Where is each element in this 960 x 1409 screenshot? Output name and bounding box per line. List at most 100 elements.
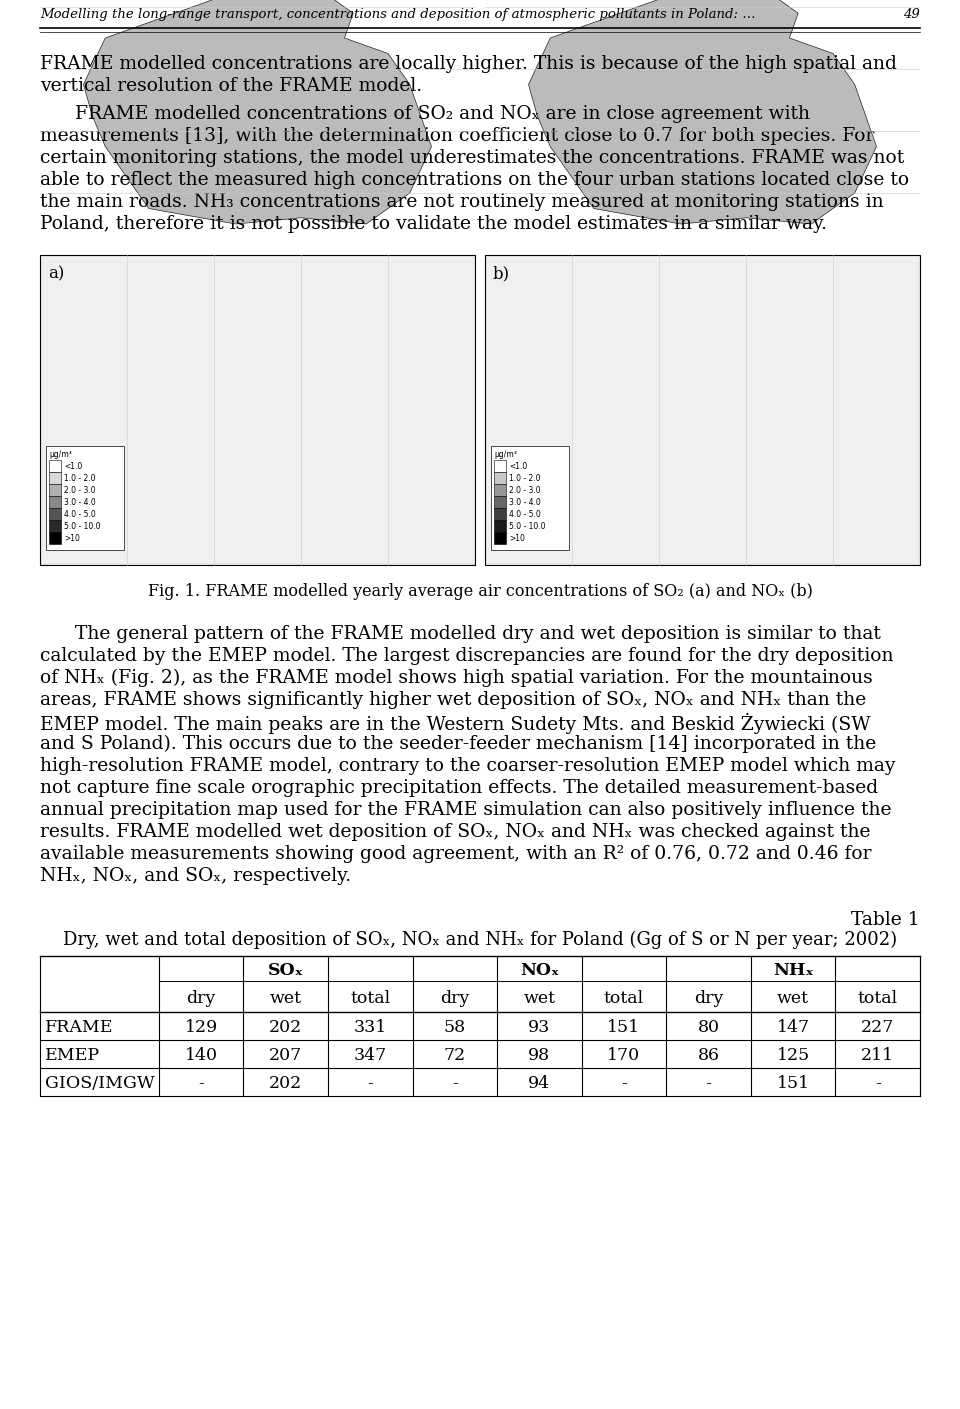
Text: a): a) <box>48 265 64 282</box>
Text: 93: 93 <box>528 1019 550 1036</box>
Text: vertical resolution of the FRAME model.: vertical resolution of the FRAME model. <box>40 77 422 94</box>
Text: 170: 170 <box>608 1047 640 1064</box>
Text: total: total <box>857 991 898 1007</box>
Bar <box>485 255 920 565</box>
Text: 151: 151 <box>608 1019 640 1036</box>
Text: not capture fine scale orographic precipitation effects. The detailed measuremen: not capture fine scale orographic precip… <box>40 779 878 797</box>
Text: and S Poland). This occurs due to the seeder-feeder mechanism [14] incorporated : and S Poland). This occurs due to the se… <box>40 735 876 754</box>
Polygon shape <box>84 0 431 224</box>
Text: GIOS/IMGW: GIOS/IMGW <box>45 1075 155 1092</box>
Text: The general pattern of the FRAME modelled dry and wet deposition is similar to t: The general pattern of the FRAME modelle… <box>75 626 881 643</box>
Bar <box>494 520 506 533</box>
Text: -: - <box>621 1075 627 1092</box>
Text: 5.0 - 10.0: 5.0 - 10.0 <box>509 521 545 531</box>
Text: Dry, wet and total deposition of SOₓ, NOₓ and NHₓ for Poland (Gg of S or N per y: Dry, wet and total deposition of SOₓ, NO… <box>63 931 897 950</box>
Text: high-resolution FRAME model, contrary to the coarser-resolution EMEP model which: high-resolution FRAME model, contrary to… <box>40 757 896 775</box>
Bar <box>487 256 918 564</box>
Text: 80: 80 <box>698 1019 720 1036</box>
Text: certain monitoring stations, the model underestimates the concentrations. FRAME : certain monitoring stations, the model u… <box>40 149 904 168</box>
Text: -: - <box>875 1075 880 1092</box>
Text: SOₓ: SOₓ <box>268 962 303 979</box>
Text: 140: 140 <box>184 1047 218 1064</box>
Text: Table 1: Table 1 <box>852 912 920 929</box>
Text: 1.0 - 2.0: 1.0 - 2.0 <box>64 473 95 483</box>
Text: 2.0 - 3.0: 2.0 - 3.0 <box>64 486 96 495</box>
Text: 4.0 - 5.0: 4.0 - 5.0 <box>64 510 96 519</box>
Text: FRAME modelled concentrations of SO₂ and NOₓ are in close agreement with: FRAME modelled concentrations of SO₂ and… <box>75 106 810 123</box>
Bar <box>49 485 61 496</box>
Text: the main roads. NH₃ concentrations are not routinely measured at monitoring stat: the main roads. NH₃ concentrations are n… <box>40 193 883 211</box>
Bar <box>40 255 475 565</box>
Text: 4.0 - 5.0: 4.0 - 5.0 <box>509 510 540 519</box>
Text: dry: dry <box>440 991 469 1007</box>
Bar <box>49 509 61 520</box>
Text: 347: 347 <box>353 1047 387 1064</box>
Text: NHₓ: NHₓ <box>773 962 813 979</box>
Text: 227: 227 <box>861 1019 895 1036</box>
Bar <box>494 496 506 509</box>
Text: FRAME: FRAME <box>45 1019 113 1036</box>
Bar <box>491 447 569 550</box>
Text: measurements [13], with the determination coefficient close to 0.7 for both spec: measurements [13], with the determinatio… <box>40 127 875 145</box>
Text: EMEP: EMEP <box>45 1047 100 1064</box>
Text: 49: 49 <box>903 8 920 21</box>
Text: 2.0 - 3.0: 2.0 - 3.0 <box>509 486 540 495</box>
Text: 3.0 - 4.0: 3.0 - 4.0 <box>509 497 540 507</box>
Text: dry: dry <box>694 991 723 1007</box>
Bar <box>494 509 506 520</box>
Bar <box>494 472 506 485</box>
Text: b): b) <box>493 265 510 282</box>
Text: areas, FRAME shows significantly higher wet deposition of SOₓ, NOₓ and NHₓ than : areas, FRAME shows significantly higher … <box>40 690 866 709</box>
Text: wet: wet <box>270 991 301 1007</box>
Text: 72: 72 <box>444 1047 466 1064</box>
Bar <box>49 459 61 472</box>
Text: -: - <box>198 1075 204 1092</box>
Bar <box>42 256 473 564</box>
Bar <box>49 520 61 533</box>
Text: >10: >10 <box>64 534 80 542</box>
Text: >10: >10 <box>509 534 525 542</box>
Text: total: total <box>604 991 644 1007</box>
Text: <1.0: <1.0 <box>509 462 527 471</box>
Text: results. FRAME modelled wet deposition of SOₓ, NOₓ and NHₓ was checked against t: results. FRAME modelled wet deposition o… <box>40 823 871 841</box>
Text: annual precipitation map used for the FRAME simulation can also positively influ: annual precipitation map used for the FR… <box>40 800 892 819</box>
Bar <box>49 533 61 544</box>
Text: 3.0 - 4.0: 3.0 - 4.0 <box>64 497 96 507</box>
Text: <1.0: <1.0 <box>64 462 83 471</box>
Text: 94: 94 <box>528 1075 550 1092</box>
Text: μg/m³: μg/m³ <box>494 449 516 459</box>
Bar <box>49 496 61 509</box>
Text: Poland, therefore it is not possible to validate the model estimates in a simila: Poland, therefore it is not possible to … <box>40 216 827 232</box>
Text: EMEP model. The main peaks are in the Western Sudety Mts. and Beskid Żywiecki (S: EMEP model. The main peaks are in the We… <box>40 713 871 734</box>
Text: 129: 129 <box>184 1019 218 1036</box>
Text: of NHₓ (Fig. 2), as the FRAME model shows high spatial variation. For the mounta: of NHₓ (Fig. 2), as the FRAME model show… <box>40 669 873 688</box>
Text: 86: 86 <box>698 1047 720 1064</box>
Text: 202: 202 <box>269 1075 302 1092</box>
Bar <box>494 533 506 544</box>
Bar <box>49 472 61 485</box>
Text: -: - <box>706 1075 711 1092</box>
Text: 125: 125 <box>777 1047 809 1064</box>
Text: available measurements showing good agreement, with an R² of 0.76, 0.72 and 0.46: available measurements showing good agre… <box>40 845 872 862</box>
Text: 211: 211 <box>861 1047 895 1064</box>
Text: Fig. 1. FRAME modelled yearly average air concentrations of SO₂ (a) and NOₓ (b): Fig. 1. FRAME modelled yearly average ai… <box>148 583 812 600</box>
Text: 331: 331 <box>353 1019 387 1036</box>
Text: NHₓ, NOₓ, and SOₓ, respectively.: NHₓ, NOₓ, and SOₓ, respectively. <box>40 867 351 885</box>
Text: able to reflect the measured high concentrations on the four urban stations loca: able to reflect the measured high concen… <box>40 170 909 189</box>
Text: calculated by the EMEP model. The largest discrepancies are found for the dry de: calculated by the EMEP model. The larges… <box>40 647 894 665</box>
Text: wet: wet <box>523 991 556 1007</box>
Polygon shape <box>529 0 876 224</box>
Text: 5.0 - 10.0: 5.0 - 10.0 <box>64 521 101 531</box>
Text: dry: dry <box>186 991 216 1007</box>
Text: 1.0 - 2.0: 1.0 - 2.0 <box>509 473 540 483</box>
Bar <box>494 459 506 472</box>
Text: -: - <box>452 1075 458 1092</box>
Text: μg/m³: μg/m³ <box>49 449 72 459</box>
Text: 58: 58 <box>444 1019 466 1036</box>
Text: wet: wet <box>778 991 809 1007</box>
Text: 207: 207 <box>269 1047 302 1064</box>
Text: NOₓ: NOₓ <box>519 962 559 979</box>
Text: 151: 151 <box>777 1075 809 1092</box>
Bar <box>494 485 506 496</box>
Text: 202: 202 <box>269 1019 302 1036</box>
